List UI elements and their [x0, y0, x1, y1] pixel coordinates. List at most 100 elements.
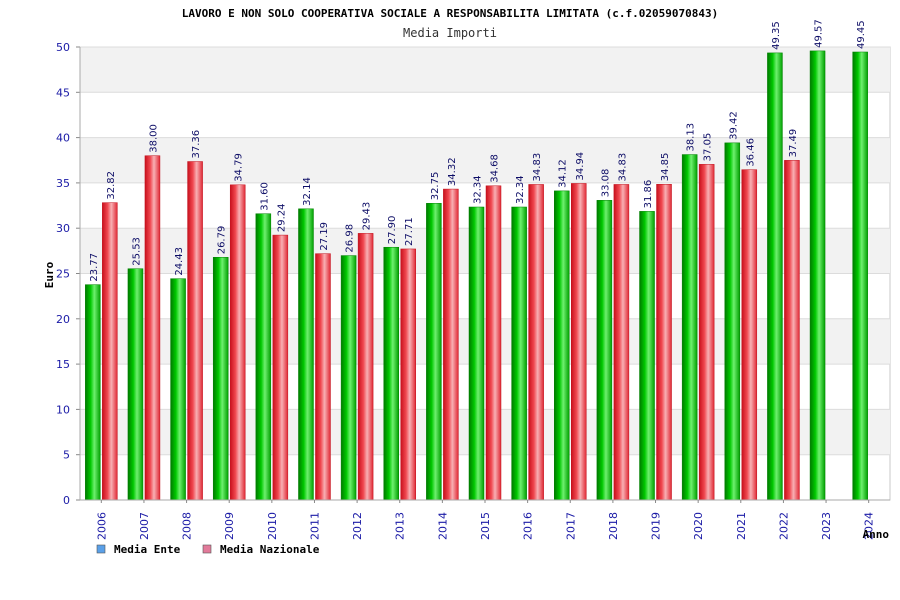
x-tick-label-2016: 2016 [522, 512, 535, 540]
y-axis: 0 5 10 15 20 25 30 35 40 45 50 [56, 41, 81, 507]
data-label-media-nazionale-2007: 38.00 [148, 124, 159, 153]
data-label-media-ente-2019: 31.86 [643, 180, 654, 209]
bar-media-ente-2022 [767, 52, 783, 501]
bar-media-ente-2006 [85, 284, 101, 501]
data-label-media-ente-2017: 34.12 [558, 159, 569, 188]
data-label-media-ente-2021: 39.42 [728, 111, 739, 140]
y-tick-label: 5 [63, 449, 70, 462]
legend-swatch-media-nazionale [202, 544, 212, 554]
x-tick-label-2013: 2013 [394, 512, 407, 540]
bar-media-nazionale-2021 [741, 169, 758, 501]
bar-media-nazionale-2006 [102, 202, 118, 501]
bar-media-nazionale-2017 [571, 183, 587, 501]
legend-label-media-ente: Media Ente [114, 543, 181, 556]
data-label-media-nazionale-2021: 36.46 [745, 138, 756, 167]
x-tick-label-2012: 2012 [351, 512, 364, 540]
data-label-media-ente-2006: 23.77 [89, 253, 100, 282]
legend-swatch-media-ente [96, 544, 106, 554]
data-label-media-nazionale-2011: 27.19 [319, 222, 330, 251]
data-label-media-ente-2011: 32.14 [302, 177, 313, 206]
bar-media-ente-2015 [468, 206, 485, 501]
bar-media-nazionale-2020 [698, 164, 715, 501]
data-label-media-nazionale-2014: 34.32 [447, 157, 458, 186]
x-tick-label-2006: 2006 [95, 512, 108, 540]
y-tick-label: 0 [63, 494, 70, 507]
bar-media-nazionale-2007 [144, 155, 161, 501]
bar-media-ente-2014 [426, 203, 442, 501]
bar-media-nazionale-2016 [528, 184, 544, 501]
bar-media-ente-2008 [170, 278, 186, 501]
x-axis: 2006 2007 2008 2009 2010 2011 2012 2013 2014 2015… [80, 499, 890, 540]
x-tick-label-2009: 2009 [223, 512, 236, 540]
data-label-media-ente-2020: 38.13 [686, 123, 697, 152]
y-axis-label: Euro [43, 261, 56, 288]
data-label-media-nazionale-2016: 34.83 [532, 153, 543, 182]
data-label-media-nazionale-2012: 29.43 [362, 202, 373, 231]
data-label-media-ente-2009: 26.79 [217, 226, 228, 255]
bar-media-nazionale-2011 [315, 253, 331, 501]
bar-media-ente-2018 [596, 200, 613, 501]
data-label-media-ente-2012: 26.98 [345, 224, 356, 253]
bar-media-nazionale-2012 [357, 233, 374, 501]
data-label-media-ente-2010: 31.60 [259, 182, 270, 211]
bar-media-ente-2017 [554, 190, 570, 501]
x-tick-label-2020: 2020 [692, 512, 705, 540]
y-tick-label: 25 [56, 268, 70, 281]
data-label-media-nazionale-2006: 32.82 [106, 171, 117, 200]
data-label-media-nazionale-2008: 37.36 [191, 130, 202, 159]
data-label-media-nazionale-2017: 34.94 [575, 152, 586, 181]
bar-media-ente-2012 [340, 255, 357, 501]
bar-media-nazionale-2008 [187, 161, 203, 501]
data-label-media-nazionale-2010: 29.24 [276, 203, 287, 232]
x-tick-label-2007: 2007 [138, 512, 151, 540]
data-label-media-ente-2008: 24.43 [174, 247, 185, 276]
legend-label-media-nazionale: Media Nazionale [220, 543, 320, 556]
data-label-media-ente-2023: 49.57 [814, 19, 825, 48]
data-label-media-nazionale-2015: 34.68 [490, 154, 501, 183]
data-label-media-ente-2024: 49.45 [856, 20, 867, 49]
y-tick-label: 15 [56, 358, 70, 371]
bar-media-nazionale-2014 [443, 188, 459, 501]
x-tick-label-2023: 2023 [820, 512, 833, 540]
x-tick-label-2024: 2024 [863, 512, 876, 540]
data-label-media-nazionale-2009: 34.79 [234, 153, 245, 182]
bar-media-nazionale-2010 [272, 234, 289, 501]
legend: Media Ente Media Nazionale [96, 543, 320, 556]
bars [85, 50, 868, 501]
x-axis-label: Anno [863, 528, 890, 541]
data-label-media-nazionale-2013: 27.71 [404, 217, 415, 246]
bar-media-ente-2020 [681, 154, 698, 501]
data-labels: 23.77 32.82 25.53 38.00 24.43 37.36 26.79 34.79… [89, 19, 867, 281]
bar-media-ente-2023 [809, 50, 826, 501]
grid-band [80, 47, 890, 93]
data-label-media-ente-2022: 49.35 [771, 21, 782, 50]
data-label-media-ente-2013: 27.90 [387, 216, 398, 245]
bar-media-ente-2011 [298, 208, 314, 501]
x-tick-label-2010: 2010 [266, 512, 279, 540]
bar-media-ente-2019 [639, 211, 655, 501]
data-label-media-ente-2015: 32.34 [473, 175, 484, 204]
data-label-media-ente-2007: 25.53 [131, 237, 142, 266]
chart-subtitle: Media Importi [403, 26, 497, 40]
x-tick-label-2022: 2022 [777, 512, 790, 540]
data-label-media-nazionale-2018: 34.83 [617, 153, 628, 182]
bar-media-nazionale-2013 [400, 248, 416, 501]
x-tick-label-2011: 2011 [308, 512, 321, 540]
data-label-media-nazionale-2022: 37.49 [788, 129, 799, 158]
bar-media-ente-2013 [383, 246, 399, 501]
bar-media-nazionale-2019 [656, 184, 672, 501]
y-tick-label: 50 [56, 41, 70, 54]
bar-media-nazionale-2015 [485, 185, 502, 501]
x-tick-label-2015: 2015 [479, 512, 492, 540]
data-label-media-ente-2014: 32.75 [430, 172, 441, 201]
y-tick-label: 40 [56, 132, 70, 145]
x-tick-label-2017: 2017 [564, 512, 577, 540]
chart-title: LAVORO E NON SOLO COOPERATIVA SOCIALE A … [182, 7, 718, 20]
bar-media-nazionale-2022 [784, 160, 800, 501]
y-tick-label: 35 [56, 177, 70, 190]
bar-media-nazionale-2009 [229, 184, 246, 501]
data-label-media-ente-2016: 32.34 [515, 175, 526, 204]
data-label-media-ente-2018: 33.08 [600, 169, 611, 198]
bar-media-ente-2016 [511, 206, 527, 501]
